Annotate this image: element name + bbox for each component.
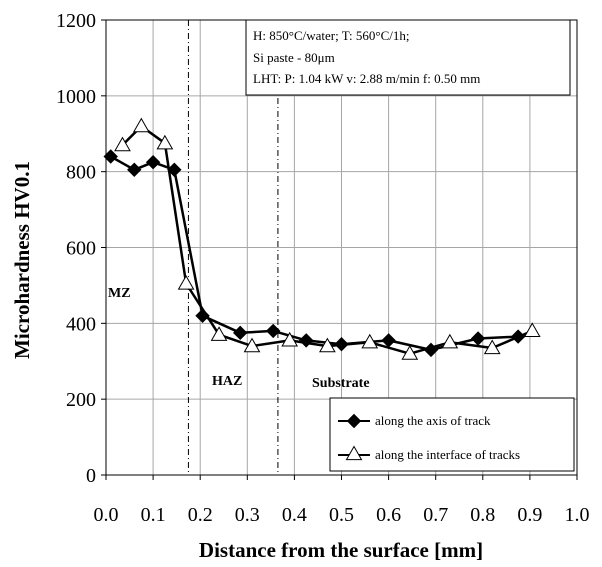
x-tick-label: 0.3 [235,504,260,526]
annotation-mz: MZ [108,286,131,301]
y-tick-label: 400 [66,313,96,335]
data-point-diamond [265,323,281,339]
data-point-triangle [210,326,228,341]
data-point-diamond [103,149,118,164]
data-point-diamond [167,162,182,177]
data-point-diamond [145,154,161,170]
y-tick-label: 1000 [56,86,96,108]
y-tick-labels: 0 200 400 600 800 1000 1200 [56,10,96,487]
data-point-triangle [523,322,541,338]
x-axis-title: Distance from the surface [mm] [199,538,483,562]
data-point-triangle [114,136,131,152]
x-tick-label: 0.4 [282,504,307,526]
y-tick-label: 200 [66,389,96,411]
data-point-diamond [233,325,248,341]
x-tick-label: 0.2 [188,504,213,526]
x-tick-labels: 0.0 0.1 0.2 0.3 0.4 0.5 0.6 0.7 0.8 0.9 1.0 [94,504,590,526]
data-point-diamond [127,162,142,177]
series-layer [103,117,541,360]
x-tick-label: 1.0 [565,504,590,526]
data-point-triangle [156,134,174,150]
data-point-triangle [132,117,150,133]
info-box: H: 850°C/water; T: 560°C/1h; Si paste - … [245,19,571,96]
info-line-3: LHT: P: 1.04 kW v: 2.88 m/min f: 0.50 mm [253,71,480,86]
data-point-triangle [319,337,336,353]
series-line [121,124,533,355]
y-tick-label: 1200 [56,10,96,32]
annotation-substrate: Substrate [312,376,370,391]
y-tick-label: 800 [66,162,96,184]
legend-marker-triangle [345,445,363,461]
x-tick-label: 0.6 [376,504,401,526]
reference-lines [187,20,279,475]
legend-label-axis-of-track: along the axis of track [375,413,491,428]
annotation-haz: HAZ [212,374,242,389]
x-tick-label: 0.0 [94,504,119,526]
x-tick-label: 0.8 [470,504,495,526]
legend: along the axis of track along the interf… [329,397,575,472]
data-point-triangle [281,331,299,347]
x-tick-label: 0.1 [141,504,166,526]
data-point-diamond [298,333,314,348]
y-axis-title: Microhardness HV0.1 [10,161,34,359]
y-tick-label: 0 [86,465,96,487]
y-tick-label: 600 [66,238,96,260]
x-tick-label: 0.9 [517,504,542,526]
legend-label-interface-of-tracks: along the interface of tracks [375,447,520,462]
data-point-triangle [361,333,379,349]
info-line-1: H: 850°C/water; T: 560°C/1h; [253,28,409,43]
legend-marker-diamond [346,413,362,429]
data-point-triangle [483,339,501,355]
data-point-diamond [381,333,396,348]
data-point-triangle [441,333,459,349]
x-tick-label: 0.7 [423,504,448,526]
x-tick-label: 0.5 [329,504,354,526]
data-point-triangle [177,275,195,290]
data-point-triangle [401,345,419,360]
data-point-triangle [243,337,261,353]
info-line-2: Si paste - 80μm [253,50,335,65]
